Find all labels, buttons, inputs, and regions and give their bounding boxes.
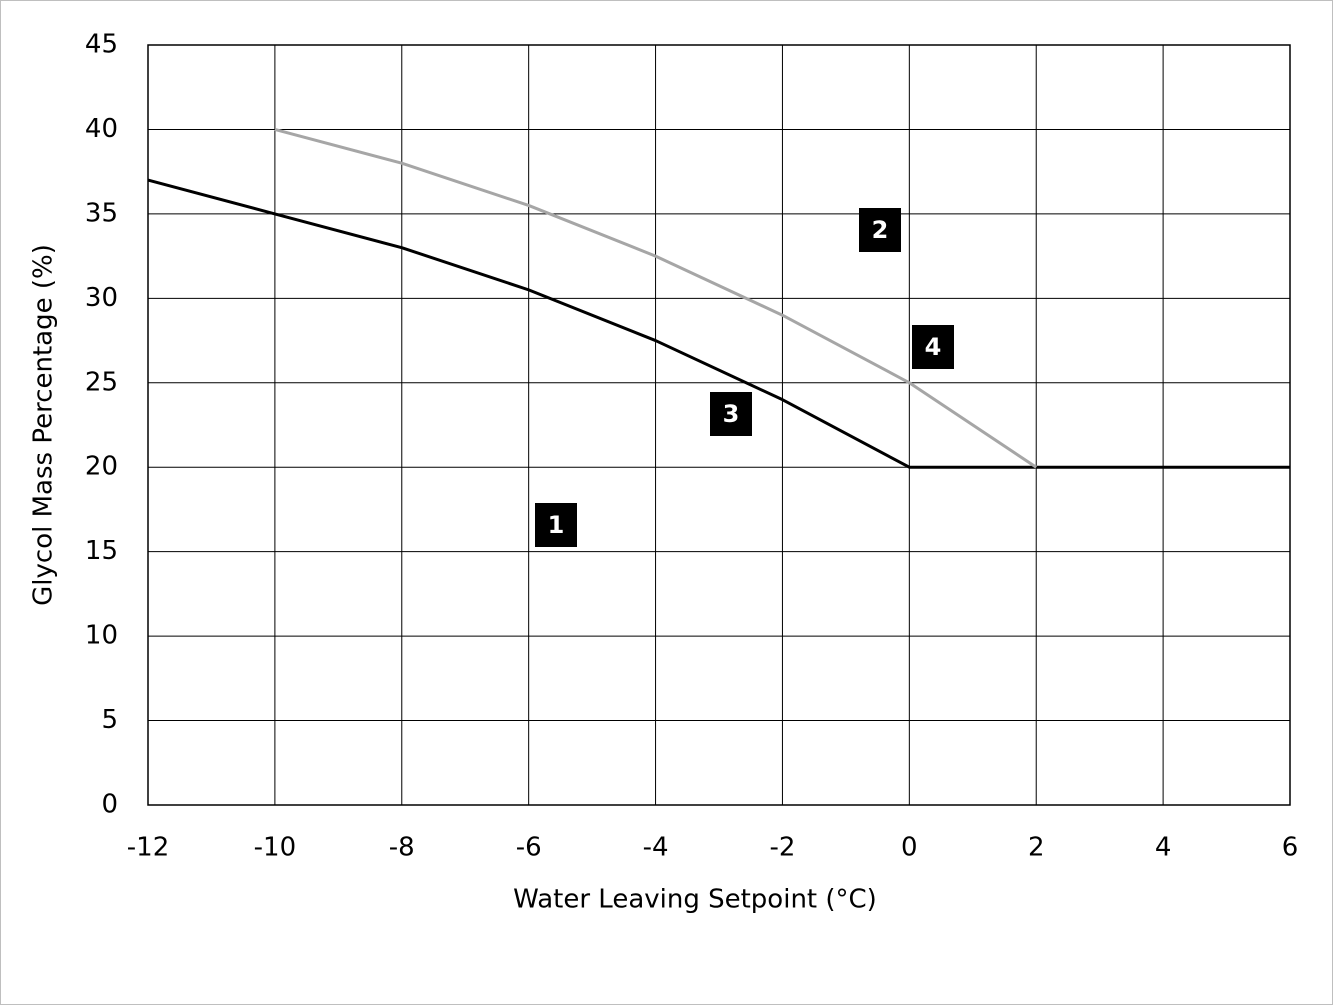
annotation-box: [912, 325, 954, 369]
y-tick-label: 10: [85, 621, 118, 651]
annotation-label: 2: [872, 216, 889, 244]
y-tick-label: 30: [85, 283, 118, 313]
x-tick-label: -4: [643, 833, 669, 863]
x-tick-label: -8: [389, 833, 415, 863]
y-tick-label: 25: [85, 367, 118, 397]
y-tick-label: 20: [85, 452, 118, 482]
annotation-label: 4: [925, 333, 942, 361]
plot-border: [147, 44, 1291, 806]
x-tick-label: 0: [901, 833, 918, 863]
x-tick-label: 6: [1282, 833, 1299, 863]
annotation-box: [535, 503, 577, 547]
series-line: [147, 178, 1290, 469]
annotation-label: 3: [723, 400, 740, 428]
y-tick-label: 0: [101, 790, 118, 820]
annotation-label: 1: [548, 511, 565, 539]
x-tick-label: -12: [127, 833, 169, 863]
annotation-box: [710, 392, 752, 436]
y-tick-label: 40: [85, 114, 118, 144]
y-tick-label: 5: [101, 705, 118, 735]
x-tick-label: 2: [1028, 833, 1045, 863]
y-tick-label: 15: [85, 536, 118, 566]
x-tick-label: -6: [516, 833, 542, 863]
x-tick-label: -10: [254, 833, 296, 863]
annotation-box: [859, 208, 901, 252]
series-line: [274, 127, 1038, 469]
y-axis-label: Glycol Mass Percentage (%): [29, 244, 59, 606]
y-tick-label: 35: [85, 198, 118, 228]
x-axis-label: Water Leaving Setpoint (°C): [513, 885, 877, 915]
x-tick-label: 4: [1155, 833, 1172, 863]
y-tick-label: 45: [85, 30, 118, 60]
x-tick-label: -2: [769, 833, 795, 863]
